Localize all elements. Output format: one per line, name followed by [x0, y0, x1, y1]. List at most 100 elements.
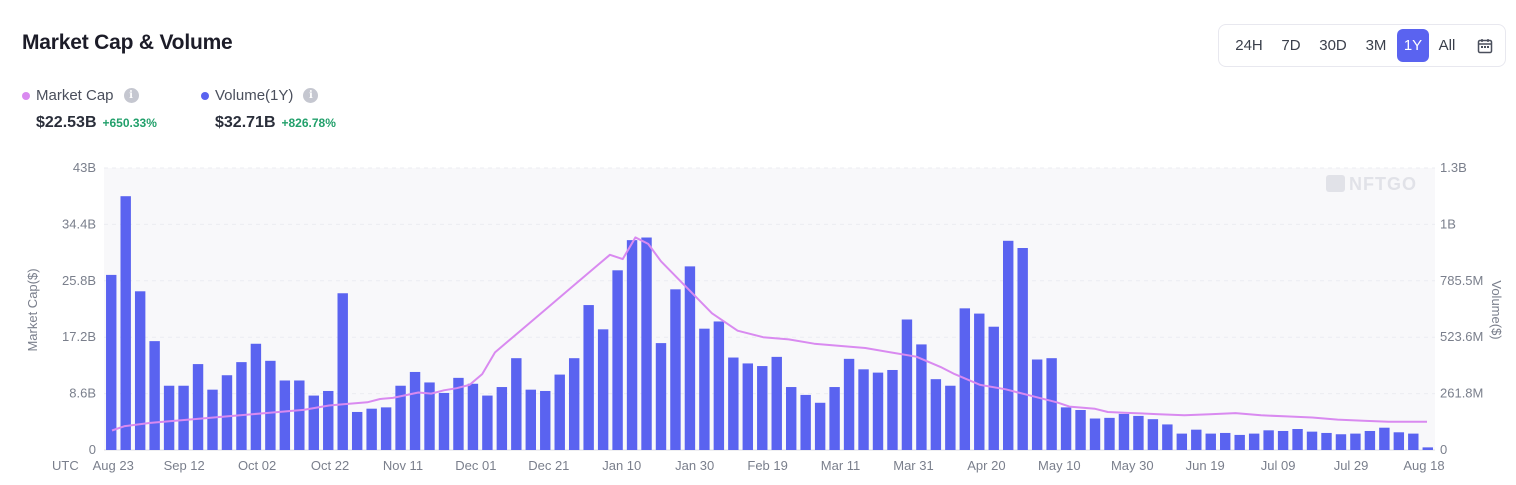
volume-bar [1017, 248, 1028, 450]
volume-bar [1321, 432, 1332, 450]
volume-bars [106, 196, 1433, 450]
left-tick-label: 17.2B [62, 329, 96, 344]
x-tick-label: Dec 21 [528, 458, 569, 473]
volume-bar [337, 293, 348, 450]
volume-bar [699, 328, 710, 450]
volume-bar [438, 392, 450, 450]
volume-bar [872, 372, 884, 450]
nftgo-watermark: NFTGO [1326, 174, 1417, 194]
volume-bar [1393, 432, 1405, 450]
x-tick-label: Mar 11 [821, 458, 861, 473]
left-tick-label: 34.4B [62, 216, 96, 231]
page-title: Market Cap & Volume [22, 31, 233, 54]
range-3m-button[interactable]: 3M [1365, 37, 1387, 54]
info-icon[interactable]: i [123, 88, 139, 103]
market-cap-value: $22.53B [36, 114, 97, 131]
right-tick-label: 1B [1440, 216, 1456, 231]
volume-bar [380, 407, 392, 450]
volume-bar [1147, 419, 1159, 450]
volume-bar [1031, 359, 1043, 450]
volume-bar [192, 364, 204, 450]
volume-bar [525, 389, 536, 450]
x-tick-label: Jul 29 [1334, 458, 1369, 473]
volume-bar [1046, 358, 1057, 450]
range-24h-button[interactable]: 24H [1235, 37, 1263, 54]
volume-bar [1422, 447, 1433, 450]
volume-bar [568, 358, 580, 450]
x-tick-label: May 30 [1111, 458, 1154, 473]
volume-bar [409, 371, 421, 450]
volume-bar [149, 341, 160, 450]
x-tick-label: May 10 [1038, 458, 1081, 473]
volume-bar [554, 374, 565, 450]
volume-bar [1292, 429, 1303, 450]
volume-bar [684, 266, 696, 450]
volume-bar [1263, 430, 1274, 450]
market-cap-change: +650.33% [102, 116, 157, 130]
volume-bar [467, 383, 479, 450]
volume-bar [496, 387, 508, 450]
volume-bar [351, 411, 363, 450]
legend-market-cap[interactable]: Market Cap i [22, 87, 139, 104]
volume-bar [641, 237, 652, 450]
time-range-selector: 24H 7D 30D 3M 1Y All [1218, 24, 1506, 67]
volume-bar [366, 408, 377, 450]
right-tick-label: 261.8M [1440, 386, 1483, 401]
x-tick-label: Nov 11 [383, 458, 423, 473]
volume-bar [1306, 431, 1318, 450]
volume-bar [540, 390, 551, 450]
volume-bar [163, 385, 175, 450]
calendar-icon[interactable] [1471, 29, 1499, 62]
volume-bar [771, 356, 782, 450]
right-tick-label: 1.3B [1440, 160, 1467, 175]
volume-bar [1379, 427, 1390, 450]
volume-bar [1364, 430, 1376, 450]
volume-bar [583, 305, 594, 450]
volume-bar [728, 357, 739, 450]
x-tick-label: Aug 18 [1403, 458, 1444, 473]
left-tick-label: 43B [73, 160, 96, 175]
x-tick-label: Oct 02 [238, 458, 276, 473]
volume-bar [424, 382, 435, 450]
x-tick-label: Oct 22 [311, 458, 349, 473]
volume-bar [930, 379, 942, 450]
volume-bar [1191, 429, 1202, 450]
volume-change: +826.78% [281, 116, 336, 130]
range-30d-button[interactable]: 30D [1319, 37, 1347, 54]
volume-bar [858, 369, 869, 450]
volume-bar [1205, 433, 1216, 450]
x-axis-ticks: Aug 23 Sep 12 Oct 02 Oct 22 Nov 11 Dec 01 Dec … [93, 458, 1445, 473]
volume-bar [597, 329, 609, 450]
volume-bar [482, 395, 493, 450]
legend-volume[interactable]: Volume(1Y) i [201, 87, 319, 104]
volume-bar [713, 321, 725, 450]
volume-bar [1060, 407, 1072, 450]
volume-bar [785, 387, 797, 450]
volume-bar [1350, 433, 1361, 450]
volume-bar [742, 363, 754, 450]
range-all-button[interactable]: All [1438, 37, 1456, 54]
legend-market-cap-label: Market Cap [36, 87, 114, 104]
volume-bar [453, 377, 464, 450]
x-tick-label: Jun 19 [1186, 458, 1225, 473]
volume-bar [1220, 432, 1231, 450]
right-axis-ticks: 0 261.8M 523.6M 785.5M 1B 1.3B [1440, 160, 1483, 457]
x-tick-label: Feb 19 [747, 458, 787, 473]
volume-bar [106, 274, 117, 450]
info-icon[interactable]: i [303, 88, 319, 103]
volume-bar [1234, 434, 1245, 450]
volume-bar [843, 358, 855, 450]
range-1y-button[interactable]: 1Y [1397, 29, 1429, 62]
x-tick-label: Jan 30 [675, 458, 714, 473]
volume-bar [670, 289, 681, 450]
volume-bar [1075, 409, 1086, 450]
volume-bar [1003, 240, 1014, 450]
range-7d-button[interactable]: 7D [1281, 37, 1301, 54]
market-cap-stat: $22.53B +650.33% [36, 114, 157, 132]
x-tick-label: Jan 10 [602, 458, 641, 473]
volume-bar [134, 291, 146, 450]
volume-value: $32.71B [215, 114, 276, 131]
volume-bar [265, 360, 276, 450]
watermark-text: NFTGO [1349, 174, 1417, 194]
